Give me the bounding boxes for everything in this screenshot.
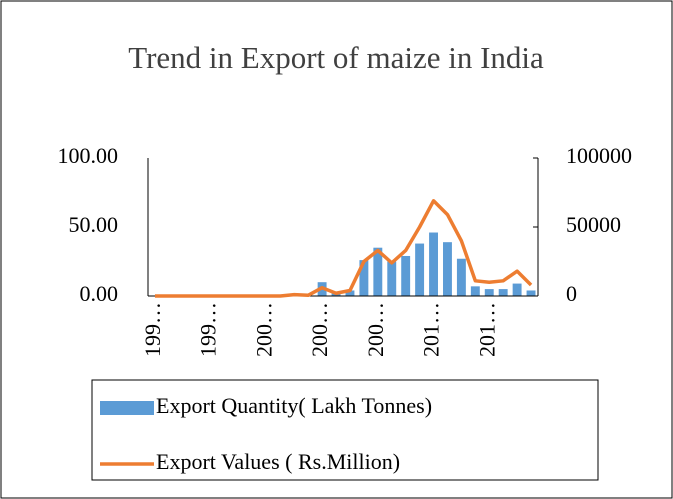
bar [470, 286, 480, 296]
x-tick-label: 200… [363, 302, 388, 357]
bar [373, 247, 383, 296]
bar [498, 289, 508, 296]
legend-swatch [100, 401, 154, 415]
legend-label: Export Values ( Rs.Million) [156, 449, 400, 474]
bar [456, 258, 466, 296]
y2-tick-label: 50000 [566, 212, 621, 237]
y2-tick-label: 0 [566, 281, 577, 306]
bar [443, 242, 452, 296]
bar [415, 243, 425, 296]
bar [359, 260, 369, 296]
y-tick-label: 100.00 [58, 143, 119, 168]
legend-box [91, 379, 599, 481]
x-tick-label: 201… [419, 302, 444, 357]
y-tick-label: 0.00 [80, 281, 119, 306]
x-tick-label: 200… [307, 302, 332, 357]
x-tick-label: 199… [196, 302, 221, 357]
x-tick-label: 200… [251, 302, 276, 357]
bar [484, 289, 494, 296]
bar [512, 283, 522, 296]
x-tick-label: 201… [474, 302, 499, 357]
bar [387, 261, 397, 296]
legend-label: Export Quantity( Lakh Tonnes) [156, 393, 432, 418]
y2-tick-label: 100000 [566, 143, 632, 168]
line [154, 199, 533, 298]
y-tick-label: 50.00 [69, 212, 119, 237]
bar [401, 255, 411, 296]
bar [345, 290, 355, 296]
x-tick-label: 199… [140, 302, 165, 357]
bar [526, 290, 536, 296]
chart-title: Trend in Export of maize in India [128, 40, 544, 75]
bar [429, 232, 438, 296]
